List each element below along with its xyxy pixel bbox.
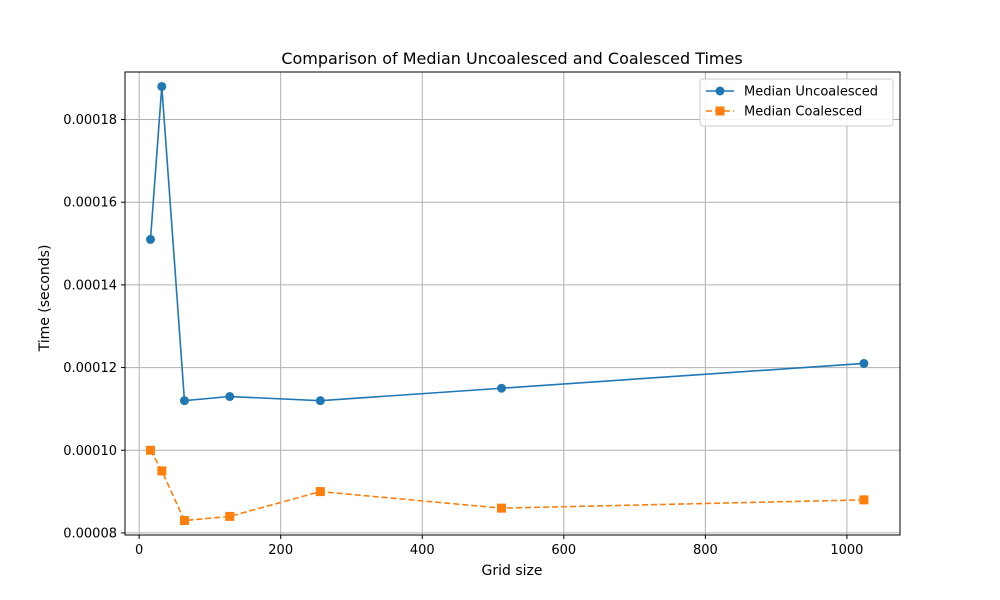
legend-marker <box>715 86 725 96</box>
data-point <box>497 383 507 393</box>
y-axis-label: Time (seconds) <box>37 245 53 353</box>
y-gridlines <box>125 119 900 534</box>
y-tick-label: 0.00018 <box>63 113 117 128</box>
legend-item: Median Coalesced <box>706 105 862 120</box>
y-tick-label: 0.00008 <box>63 526 117 541</box>
data-point <box>157 81 167 91</box>
x-axis-label: Grid size <box>482 563 543 579</box>
data-point <box>157 466 167 476</box>
data-point <box>225 392 235 402</box>
data-point <box>179 396 189 406</box>
data-point <box>179 516 189 526</box>
series-2 <box>145 445 869 526</box>
data-point <box>315 487 325 497</box>
x-gridlines <box>138 72 848 535</box>
x-tick-label: 0 <box>135 543 143 558</box>
x-axis-ticks: 0 200 400 600 800 1000 <box>135 535 863 558</box>
y-tick-label: 0.00016 <box>63 196 117 211</box>
series-line <box>149 449 864 522</box>
legend-box <box>699 78 894 127</box>
y-tick-label: 0.00012 <box>63 361 117 376</box>
series-layer <box>145 81 869 526</box>
x-tick-label: 600 <box>551 543 576 558</box>
x-tick-label: 800 <box>693 543 718 558</box>
plot-frame <box>124 71 901 536</box>
data-point <box>145 234 155 244</box>
legend: Median Uncoalesced Median Coalesced <box>699 78 894 127</box>
data-point <box>315 396 325 406</box>
y-tick-label: 0.00014 <box>63 278 117 293</box>
legend-label: Median Uncoalesced <box>744 85 878 100</box>
legend-marker <box>715 106 725 116</box>
x-tick-label: 200 <box>268 543 293 558</box>
y-tick-label: 0.00010 <box>63 444 117 459</box>
data-point <box>859 358 869 368</box>
x-tick-label: 400 <box>410 543 435 558</box>
series-1 <box>145 81 869 406</box>
series-line <box>149 86 864 402</box>
x-tick-label: 1000 <box>830 543 863 558</box>
data-point <box>859 495 869 505</box>
data-point <box>225 511 235 521</box>
chart-title: Comparison of Median Uncoalesced and Coa… <box>281 49 742 68</box>
data-point <box>497 503 507 513</box>
y-axis-ticks: 0.00008 0.00010 0.00012 0.00014 0.00016 0.000… <box>63 113 125 541</box>
legend-label: Median Coalesced <box>744 105 862 120</box>
legend-item: Median Uncoalesced <box>706 85 878 100</box>
data-point <box>145 445 155 455</box>
